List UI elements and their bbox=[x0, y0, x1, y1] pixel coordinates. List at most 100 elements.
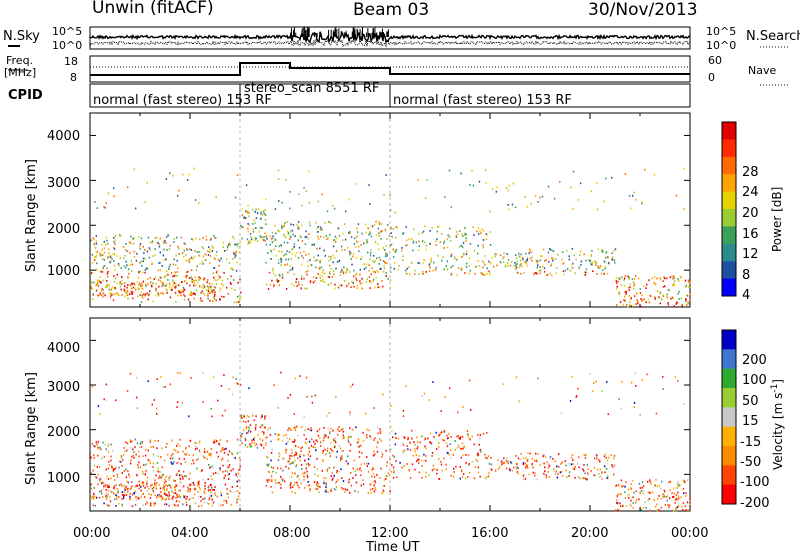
power-cell bbox=[129, 252, 131, 254]
vel-cell bbox=[152, 445, 155, 448]
power-cell bbox=[250, 236, 252, 239]
vel-cell bbox=[682, 480, 685, 482]
vel-cell bbox=[443, 439, 445, 442]
vel-cell bbox=[293, 484, 295, 486]
vel-cell bbox=[639, 487, 641, 489]
vel-cell bbox=[417, 445, 419, 448]
power-cell bbox=[176, 275, 178, 277]
power-cell bbox=[684, 285, 687, 288]
power-cell bbox=[113, 195, 115, 198]
power-cell bbox=[478, 265, 481, 267]
power-cell bbox=[162, 240, 165, 243]
power-cell bbox=[346, 269, 348, 272]
vel-cell bbox=[107, 484, 109, 487]
power-cell bbox=[340, 245, 343, 248]
power-cell bbox=[572, 170, 575, 173]
power-cell bbox=[357, 223, 360, 226]
vel-cell bbox=[134, 503, 137, 506]
vel-cell bbox=[223, 374, 225, 376]
vel-cell bbox=[525, 464, 528, 466]
power-cell bbox=[667, 289, 670, 291]
power-cell bbox=[167, 234, 169, 237]
power-cbar-segment bbox=[722, 139, 736, 158]
power-cell bbox=[255, 227, 257, 229]
power-cell bbox=[355, 277, 357, 280]
power-cell bbox=[462, 235, 464, 238]
power-cell bbox=[273, 248, 275, 251]
power-cell bbox=[469, 184, 471, 186]
power-cell bbox=[151, 241, 153, 244]
vel-cell bbox=[522, 475, 525, 478]
power-cell bbox=[465, 265, 468, 268]
power-cell bbox=[368, 269, 370, 272]
vel-cell bbox=[379, 438, 381, 440]
vel-cell bbox=[316, 440, 318, 443]
power-cell bbox=[289, 190, 291, 193]
vel-cell bbox=[507, 462, 509, 465]
power-cell bbox=[341, 249, 343, 251]
power-cell bbox=[103, 206, 105, 208]
vel-cell bbox=[131, 481, 133, 483]
power-cell bbox=[545, 274, 548, 276]
vel-cell bbox=[224, 409, 226, 412]
vel-cell bbox=[667, 504, 669, 506]
power-cbar-tick-12: 12 bbox=[742, 247, 759, 262]
power-cell bbox=[322, 269, 324, 272]
vel-cell bbox=[174, 486, 176, 489]
power-cell bbox=[361, 232, 363, 235]
power-cell bbox=[190, 280, 193, 283]
power-cell bbox=[91, 262, 94, 264]
vel-cell bbox=[662, 493, 664, 495]
power-cell bbox=[326, 210, 329, 213]
power-cell bbox=[418, 273, 420, 275]
power-cell bbox=[189, 284, 191, 287]
power-cell bbox=[280, 260, 282, 263]
vel-cell bbox=[506, 457, 508, 460]
power-cell bbox=[466, 262, 468, 265]
power-cell bbox=[428, 263, 431, 266]
power-cell bbox=[151, 285, 153, 288]
vel-cell bbox=[570, 456, 573, 459]
power-cell bbox=[194, 255, 196, 258]
vel-cell bbox=[173, 460, 175, 463]
power-cell bbox=[291, 248, 293, 251]
vel-cell bbox=[320, 445, 322, 447]
power-cell bbox=[290, 223, 292, 226]
power-cell bbox=[222, 284, 224, 287]
vel-cell bbox=[392, 436, 394, 439]
power-cell bbox=[195, 237, 197, 240]
power-cell bbox=[649, 295, 652, 297]
vel-cell bbox=[161, 474, 164, 476]
vel-cell bbox=[172, 496, 175, 498]
power-cell bbox=[204, 259, 206, 261]
power-cell bbox=[549, 272, 551, 275]
vel-cell bbox=[255, 415, 257, 418]
vel-cell bbox=[326, 449, 328, 452]
vel-cell bbox=[93, 457, 95, 459]
power-cell bbox=[386, 254, 388, 257]
vel-cell bbox=[323, 447, 325, 450]
vel-cell bbox=[224, 448, 226, 451]
power-cell bbox=[298, 283, 300, 286]
power-cell bbox=[484, 273, 486, 276]
power-cell bbox=[241, 226, 243, 228]
vel-cell bbox=[382, 393, 384, 396]
vel-cell bbox=[330, 475, 332, 477]
power-cell bbox=[357, 241, 359, 244]
power-cell bbox=[465, 233, 467, 236]
vel-cell bbox=[272, 467, 275, 469]
vel-cell bbox=[92, 497, 95, 500]
power-cell bbox=[377, 286, 379, 289]
power-cell bbox=[516, 266, 518, 268]
power-cell bbox=[489, 231, 492, 233]
vel-cell bbox=[142, 492, 145, 495]
power-cell bbox=[446, 238, 448, 241]
vel-cell bbox=[335, 480, 338, 483]
vel-cell bbox=[647, 480, 649, 483]
vel-cell bbox=[259, 437, 261, 440]
power-cell bbox=[99, 292, 101, 295]
power-cell bbox=[554, 258, 557, 260]
power-cell bbox=[144, 248, 146, 251]
vel-cell bbox=[188, 415, 190, 418]
power-cell bbox=[207, 290, 210, 293]
